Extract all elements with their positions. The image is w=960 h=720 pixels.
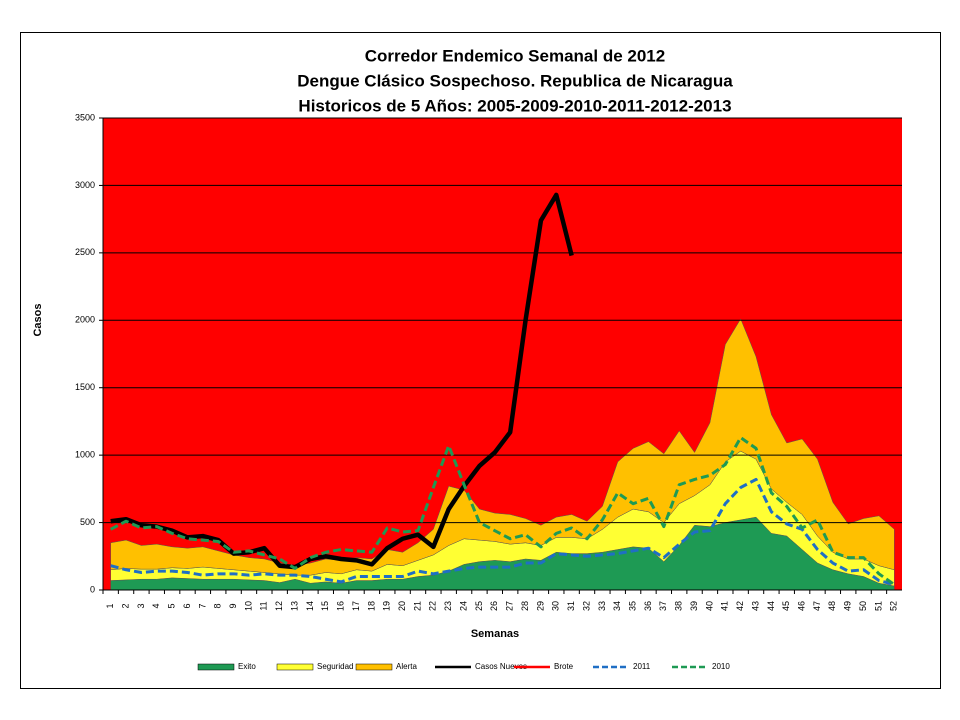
legend-label: 2010 (712, 662, 730, 671)
x-tick-label: 43 (750, 601, 760, 611)
x-tick-label: 17 (351, 601, 361, 611)
line-series (110, 192, 574, 570)
y-tick-label: 2000 (75, 315, 95, 325)
legend-label: Brote (554, 662, 574, 671)
x-tick-label: 6 (182, 603, 192, 608)
y-tick-label: 2500 (75, 247, 95, 257)
y-tick-label: 1500 (75, 382, 95, 392)
x-tick-label: 3 (136, 603, 146, 608)
x-tick-label: 38 (674, 601, 684, 611)
x-tick-label: 31 (566, 601, 576, 611)
x-tick-label: 25 (474, 601, 484, 611)
legend-swatch (197, 663, 235, 671)
x-tick-label: 18 (366, 601, 376, 611)
chart-subtitle: Historicos de 5 Años: 2005-2009-2010-201… (298, 96, 731, 115)
x-tick-label: 51 (873, 601, 883, 611)
x-tick-label: 46 (797, 601, 807, 611)
x-tick-label: 41 (720, 601, 730, 611)
x-tick-label: 1 (105, 603, 115, 608)
x-tick-label: 44 (766, 601, 776, 611)
legend-swatch (276, 663, 314, 671)
x-tick-label: 29 (535, 601, 545, 611)
x-tick-label: 28 (520, 601, 530, 611)
legend-swatch (355, 663, 393, 671)
x-tick-label: 8 (213, 603, 223, 608)
x-tick-label: 9 (228, 603, 238, 608)
x-tick-label: 37 (658, 601, 668, 611)
x-tick-label: 27 (505, 601, 515, 611)
x-tick-label: 2 (120, 603, 130, 608)
x-tick-label: 32 (581, 601, 591, 611)
x-tick-label: 47 (812, 601, 822, 611)
x-tick-label: 24 (458, 601, 468, 611)
x-tick-label: 39 (689, 601, 699, 611)
x-tick-label: 22 (428, 601, 438, 611)
x-tick-label: 12 (274, 601, 284, 611)
x-tick-label: 30 (551, 601, 561, 611)
x-tick-label: 26 (489, 601, 499, 611)
x-tick-label: 5 (167, 603, 177, 608)
x-tick-label: 10 (243, 601, 253, 611)
x-tick-label: 23 (443, 601, 453, 611)
x-tick-label: 49 (843, 601, 853, 611)
x-tick-label: 35 (627, 601, 637, 611)
x-tick-label: 21 (412, 601, 422, 611)
x-tick-label: 7 (197, 603, 207, 608)
y-tick-label: 3500 (75, 112, 95, 122)
legend-label: Alerta (396, 662, 417, 671)
legend-label: 2011 (633, 662, 651, 671)
x-tick-label: 15 (320, 601, 330, 611)
x-tick-label: 19 (382, 601, 392, 611)
line-series (109, 436, 896, 586)
legend-label: Seguridad (317, 662, 353, 671)
legend-label: Exito (238, 662, 256, 671)
line-series (110, 477, 895, 587)
x-tick-label: 20 (397, 601, 407, 611)
x-tick-label: 45 (781, 601, 791, 611)
chart-title: Corredor Endemico Semanal de 2012 (365, 46, 665, 65)
x-tick-label: 14 (305, 601, 315, 611)
x-tick-label: 42 (735, 601, 745, 611)
y-tick-label: 3000 (75, 180, 95, 190)
y-tick-label: 0 (90, 584, 95, 594)
legend-label: Casos Nuevos (475, 662, 527, 671)
x-tick-label: 52 (889, 601, 899, 611)
y-tick-label: 1000 (75, 450, 95, 460)
x-tick-label: 4 (151, 603, 161, 608)
x-tick-label: 16 (336, 601, 346, 611)
x-tick-label: 34 (612, 601, 622, 611)
x-tick-label: 40 (704, 601, 714, 611)
y-tick-label: 500 (80, 517, 95, 527)
x-axis-label: Semanas (471, 628, 519, 640)
chart-subtitle: Dengue Clásico Sospechoso. Republica de … (297, 71, 733, 90)
x-tick-label: 36 (643, 601, 653, 611)
x-tick-label: 11 (259, 601, 269, 610)
y-axis-label: Casos (32, 303, 44, 336)
x-tick-label: 13 (289, 601, 299, 611)
x-tick-label: 33 (597, 601, 607, 611)
x-tick-label: 50 (858, 601, 868, 611)
x-tick-label: 48 (827, 601, 837, 611)
